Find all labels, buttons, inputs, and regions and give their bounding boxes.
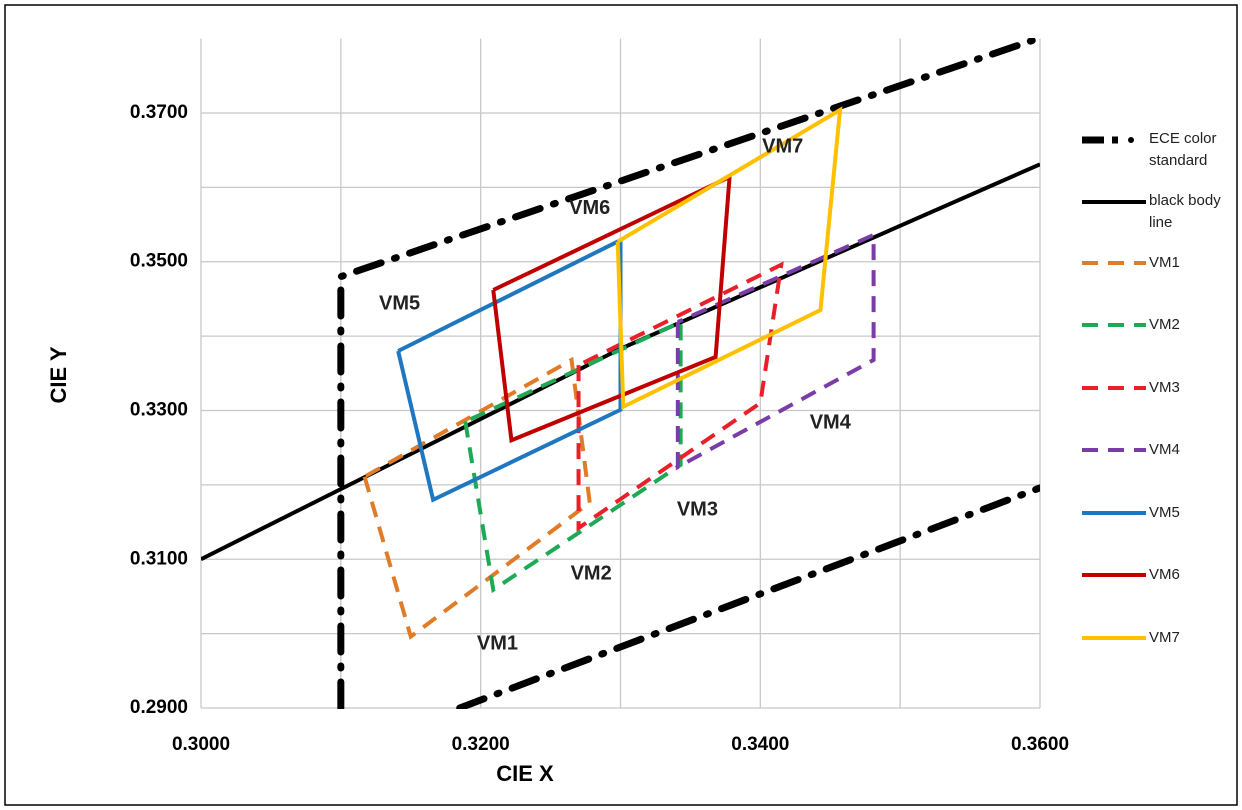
y-tick-label: 0.3300 [130,400,188,421]
x-tick-label: 0.3200 [452,734,510,755]
x-axis-label: CIE X [496,761,554,786]
legend-label: VM4 [1149,441,1180,458]
legend-label: VM1 [1149,254,1180,271]
annotation: VM1 [477,632,518,654]
annotation: VM5 [379,292,420,314]
series-line [491,173,732,444]
legend-swatch [1128,137,1134,143]
legend-label: VM2 [1149,316,1180,333]
annotation: VM3 [677,498,718,520]
y-tick-label: 0.2900 [130,697,188,718]
series-line [576,261,784,532]
legend-label: black body line [1149,192,1221,231]
x-tick-label: 0.3400 [731,734,789,755]
series-line [362,356,592,640]
y-tick-label: 0.3100 [130,548,188,569]
legend-label: VM7 [1149,629,1180,646]
legend-label: VM6 [1149,566,1180,583]
annotation: VM2 [571,562,612,584]
series-line [615,106,843,410]
plot-lines [201,38,1040,709]
legend-label: VM3 [1149,379,1180,396]
x-tick-label: 0.3000 [172,734,230,755]
annotation: VM7 [762,135,803,157]
y-tick-label: 0.3700 [130,102,188,123]
legend-label: ECE color standard [1149,130,1217,169]
annotation: VM4 [810,411,852,433]
y-tick-label: 0.3500 [130,251,188,272]
legend-label: VM5 [1149,504,1180,521]
annotation: VM6 [569,197,610,219]
y-axis-label: CIE Y [46,346,71,403]
series-line [675,231,876,471]
x-tick-label: 0.3600 [1011,734,1069,755]
series-line [396,236,623,503]
series-line [463,318,683,594]
series-line [337,38,1040,709]
